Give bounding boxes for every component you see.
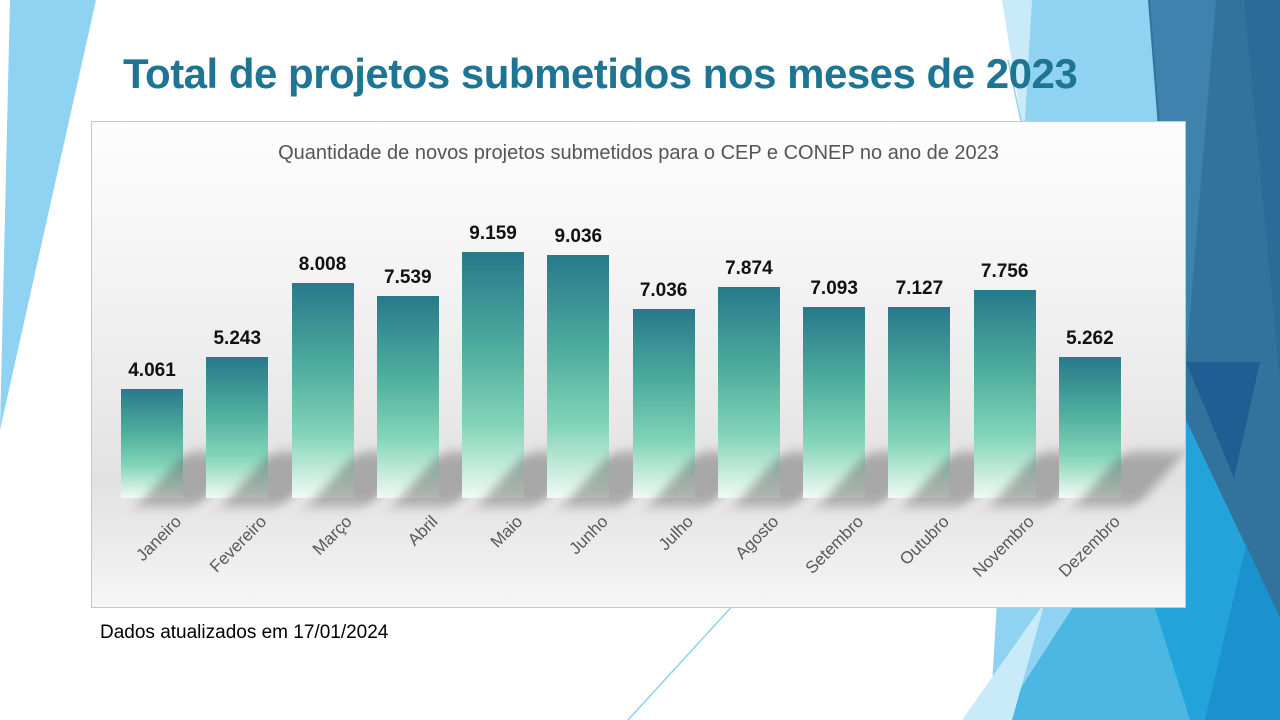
pale-sliver-bottom [962, 602, 1045, 720]
bar-value-label: 7.756 [980, 261, 1029, 282]
bar: 5.243 [206, 328, 269, 498]
bar-column: 7.127 Outubro [888, 188, 953, 569]
slide-title: Total de projetos submetidos nos meses d… [123, 50, 1078, 97]
chart-panel: Quantidade de novos projetos submetidos … [91, 121, 1186, 608]
bar-column: 7.036 Julho [632, 188, 697, 554]
bar-value-label: 7.127 [895, 278, 944, 299]
bar: 7.874 [717, 258, 780, 498]
bar: 7.127 [888, 278, 951, 498]
bar-value-label: 9.159 [469, 223, 517, 244]
bar: 7.093 [803, 278, 866, 498]
left-accent-triangle [0, 0, 96, 430]
bar: 5.262 [1058, 328, 1121, 498]
bar-value-label: 7.036 [639, 280, 688, 301]
month-label: Julho [654, 512, 698, 555]
steel-dark-wedge [1244, 0, 1280, 380]
bars: 4.061 Janeiro 5.243 Fevereiro 8.008 Março 7.53… [121, 188, 1123, 581]
bar: 7.036 [632, 280, 695, 498]
month-label: Fevereiro [206, 512, 271, 577]
month-label: Novembro [969, 512, 1039, 581]
bar-column: 5.243 Fevereiro [206, 188, 271, 576]
month-label: Setembro [802, 512, 868, 578]
month-label: Dezembro [1054, 512, 1124, 581]
bar-value-label: 9.036 [554, 226, 603, 247]
month-label: Agosto [731, 512, 783, 563]
bar-column: 9.159 Maio [462, 188, 526, 551]
bar-value-label: 5.243 [213, 328, 262, 349]
month-label: Janeiro [132, 512, 186, 565]
bar-column: 8.008 Março [291, 188, 356, 559]
chart-title: Quantidade de novos projetos submetidos … [278, 142, 999, 164]
month-label: Junho [565, 512, 612, 559]
cyan-dark-right-wedge [1205, 545, 1280, 720]
month-label: Maio [486, 512, 527, 552]
bar-column: 5.262 Dezembro [1054, 188, 1123, 581]
bar-value-label: 7.539 [384, 267, 432, 288]
bar: 9.036 [547, 226, 610, 498]
month-label: Março [309, 512, 356, 559]
bar-column: 7.874 Agosto [717, 188, 782, 563]
bar: 4.061 [121, 360, 183, 498]
month-label: Abril [403, 512, 442, 550]
bar-column: 9.036 Junho [547, 188, 612, 558]
bar-value-label: 4.061 [128, 360, 176, 381]
bar: 7.539 [376, 267, 439, 498]
bar: 9.159 [462, 223, 525, 498]
bar-column: 4.061 Janeiro [121, 188, 185, 565]
bar: 8.008 [291, 254, 354, 498]
bar-value-label: 7.093 [810, 278, 858, 299]
bar-column: 7.756 Novembro [969, 188, 1038, 581]
bar-column: 7.093 Setembro [802, 188, 868, 578]
bar-value-label: 7.874 [725, 258, 773, 279]
bar: 7.756 [973, 261, 1036, 498]
bar-column: 7.539 Abril [376, 188, 441, 549]
month-label: Outubro [895, 512, 953, 569]
navy-wedge [1186, 362, 1260, 478]
bar-value-label: 5.262 [1066, 328, 1114, 349]
bar-value-label: 8.008 [298, 254, 347, 275]
footer-note: Dados atualizados em 17/01/2024 [100, 622, 389, 643]
